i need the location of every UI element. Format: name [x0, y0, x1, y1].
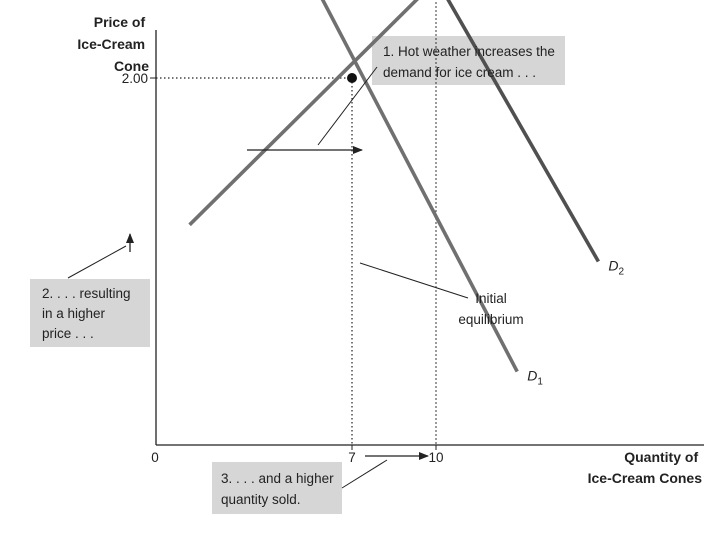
curve-label-main: D [608, 258, 618, 274]
y-axis-title-line: Price of [94, 14, 146, 30]
annotation-demand-increase: 1. Hot weather increases the demand for … [383, 44, 559, 80]
curve-label-subscript: 2 [619, 267, 625, 278]
curve-d1 [320, 0, 519, 373]
x-axis-title-line: Quantity of [624, 449, 698, 465]
label-line: Initial [475, 291, 507, 306]
curve-label-main: D [527, 368, 537, 384]
x-tick-label: 7 [348, 450, 356, 465]
annotation-higher-price: 2. . . . resulting in a higher price . .… [42, 286, 134, 341]
annotation-box-higher-quantity [212, 462, 342, 514]
x-axis-title-line: Ice-Cream Cones [588, 470, 703, 486]
annotation-line: demand for ice cream . . . [383, 65, 536, 80]
curve-supply [188, 0, 419, 227]
pointer-line-price [67, 245, 127, 279]
x-axis-title: Quantity of Ice-Cream Cones [588, 449, 703, 486]
curve-label-subscript: 1 [537, 377, 543, 388]
annotation-box-higher-price [30, 279, 150, 347]
label-initial-equilibrium: Initial equilibrium [458, 291, 523, 327]
y-axis-title-line: Cone [114, 58, 149, 74]
y-tick-label: 2.00 [122, 71, 148, 86]
equilibrium-point-initial [347, 73, 357, 83]
annotation-higher-quantity: 3. . . . and a higher quantity sold. [221, 471, 337, 507]
annotation-box-demand-increase [372, 36, 565, 85]
annotation-line: 2. . . . resulting [42, 286, 131, 301]
x-tick-label: 10 [428, 450, 443, 465]
pointer-line-quantity [341, 459, 388, 489]
annotation-line: in a higher [42, 306, 106, 321]
annotation-line: 1. Hot weather increases the [383, 44, 555, 59]
annotation-line: quantity sold. [221, 492, 301, 507]
y-axis-title: Price of Ice-Cream Cone [77, 14, 149, 74]
curve-d2 [446, 0, 600, 263]
y-axis-title-line: Ice-Cream [77, 36, 145, 52]
label-line: equilibrium [458, 312, 523, 327]
x-origin-label: 0 [151, 450, 159, 465]
curve-label-d2: D2 [608, 258, 624, 278]
annotation-line: 3. . . . and a higher [221, 471, 334, 486]
annotation-line: price . . . [42, 326, 94, 341]
pointer-line-initial [359, 262, 469, 299]
curve-label-d1: D1 [527, 368, 543, 388]
pointer-line-demand [317, 66, 378, 146]
